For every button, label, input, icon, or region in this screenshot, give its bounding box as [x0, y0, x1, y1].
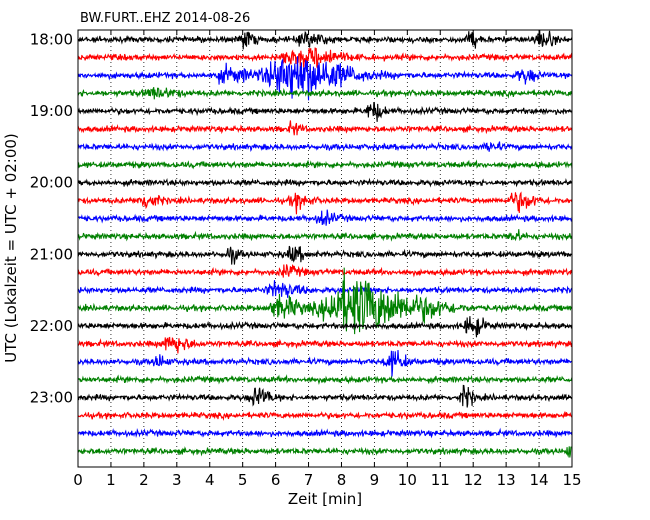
y-tick-label: 23:00 [30, 389, 73, 407]
trace-line-10 [78, 209, 572, 226]
trace-line-7 [78, 159, 572, 171]
trace-line-3 [78, 87, 572, 100]
x-axis-label: Zeit [min] [288, 490, 362, 508]
x-tick-label: 8 [337, 471, 347, 489]
trace-line-23 [78, 446, 572, 458]
trace-line-12 [78, 245, 572, 265]
trace-line-2 [78, 56, 572, 101]
trace-line-9 [78, 191, 572, 215]
x-tick-label: 11 [431, 471, 450, 489]
trace-line-5 [78, 120, 572, 136]
trace-line-1 [78, 47, 572, 70]
trace-line-6 [78, 141, 572, 153]
x-tick-label: 6 [271, 471, 281, 489]
trace-line-17 [78, 336, 572, 354]
y-axis-ticks: 18:00 19:00 20:00 21:00 22:00 23:00 [30, 31, 572, 407]
x-tick-label: 12 [464, 471, 483, 489]
trace-line-14 [78, 280, 572, 298]
x-tick-label: 2 [139, 471, 149, 489]
trace-line-8 [78, 177, 572, 188]
trace-line-0 [78, 30, 572, 50]
x-tick-label: 14 [530, 471, 549, 489]
x-tick-label: 1 [106, 471, 116, 489]
x-tick-label: 4 [205, 471, 215, 489]
trace-line-21 [78, 410, 572, 421]
x-tick-label: 13 [497, 471, 516, 489]
x-tick-label: 3 [172, 471, 182, 489]
x-tick-label: 10 [398, 471, 417, 489]
x-tick-label: 5 [238, 471, 248, 489]
y-tick-label: 20:00 [30, 174, 73, 192]
trace-line-13 [78, 264, 572, 278]
y-tick-label: 18:00 [30, 31, 73, 49]
y-tick-label: 22:00 [30, 317, 73, 335]
plot-frame [77, 29, 573, 468]
seismic-traces [78, 30, 572, 458]
y-tick-label: 21:00 [30, 245, 73, 263]
trace-line-20 [78, 384, 572, 408]
x-tick-label: 15 [562, 471, 581, 489]
trace-line-19 [78, 374, 572, 385]
trace-line-18 [78, 349, 572, 377]
grid-lines [77, 30, 573, 467]
x-axis-ticks: 0 1 2 3 4 5 6 7 8 9 10 11 12 13 14 15 [73, 30, 582, 489]
chart-title: BW.FURT..EHZ 2014-08-26 [80, 11, 251, 26]
trace-line-16 [78, 316, 572, 338]
y-axis-label: UTC (Lokalzeit = UTC + 02:00) [2, 133, 20, 363]
x-tick-label: 9 [370, 471, 380, 489]
y-tick-label: 19:00 [30, 102, 73, 120]
trace-line-15 [78, 267, 572, 335]
x-tick-label: 7 [304, 471, 314, 489]
trace-line-22 [78, 427, 572, 439]
trace-line-11 [78, 229, 572, 242]
trace-line-4 [78, 101, 572, 122]
x-tick-label: 0 [73, 471, 83, 489]
